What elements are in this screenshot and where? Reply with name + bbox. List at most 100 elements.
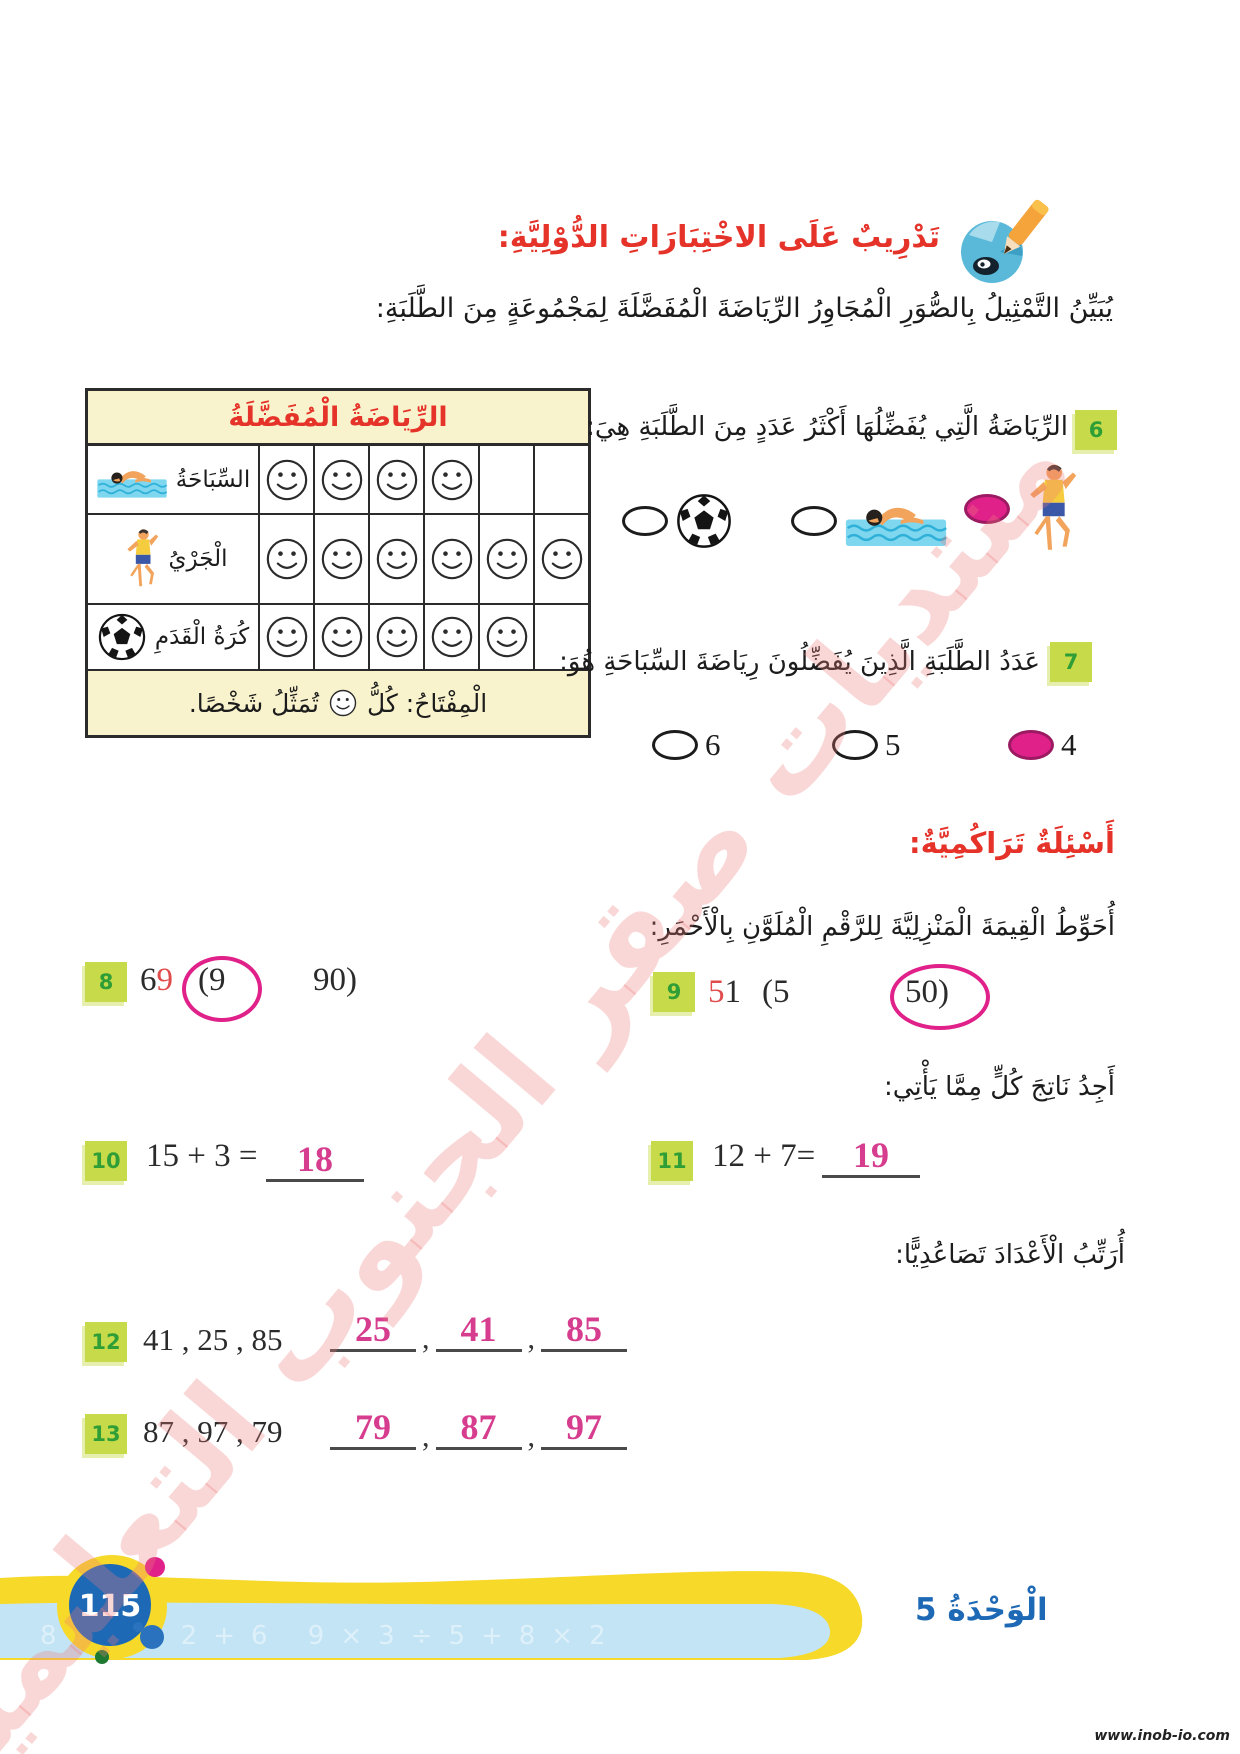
answer-blank[interactable]: 85 bbox=[541, 1298, 627, 1352]
key-prefix: الْمِفْتَاحُ: كُلُّ bbox=[367, 688, 488, 718]
question-10-expression: 15 + 3 = bbox=[146, 1138, 258, 1174]
smiley-face-icon bbox=[429, 536, 475, 582]
smiley-face-icon bbox=[374, 536, 420, 582]
runner-icon bbox=[1017, 462, 1081, 556]
smiley-face-icon bbox=[264, 536, 310, 582]
question-6-option[interactable] bbox=[964, 462, 1081, 556]
answer-oval-selected[interactable] bbox=[964, 494, 1010, 524]
answer-oval[interactable] bbox=[791, 505, 837, 536]
swimmer-icon bbox=[96, 460, 168, 500]
question-12-badge: 12 bbox=[85, 1322, 127, 1362]
answer-blank[interactable]: 25 bbox=[330, 1298, 416, 1352]
question-13-given-numbers: 87 , 97 , 79 bbox=[143, 1414, 283, 1449]
sport-label: السِّبَاحَةُ bbox=[175, 466, 251, 493]
smiley-face-icon bbox=[484, 614, 530, 660]
answer-blank[interactable]: 97 bbox=[541, 1396, 627, 1450]
question-13-answer-blanks: 79 , 87 , 97 bbox=[330, 1396, 627, 1453]
pictograph-row: كُرَةُ الْقَدَمِ bbox=[88, 605, 588, 671]
handwritten-answer: 79 bbox=[355, 1407, 391, 1448]
question-7-option[interactable]: 4 bbox=[1008, 727, 1077, 763]
pictograph-table: الرِّيَاضَةُ الْمُفَضَّلَةُ السِّبَاحَةُ… bbox=[85, 388, 591, 738]
smiley-face-icon bbox=[539, 536, 585, 582]
question-9-number: 51 bbox=[708, 974, 741, 1010]
swimmer-icon bbox=[844, 492, 948, 549]
question-7-text: عَدَدُ الطَّلَبَةِ الَّذِينَ يُفَضِّلُون… bbox=[559, 647, 1040, 677]
answer-oval-selected[interactable] bbox=[1008, 730, 1054, 760]
answer-oval[interactable] bbox=[832, 730, 878, 760]
pictograph-rows: السِّبَاحَةُ الْجَرْيُ كُرَةُ الْقَدَمِ bbox=[88, 446, 588, 671]
question-13-badge: 13 bbox=[85, 1414, 127, 1454]
option-number: 5 bbox=[885, 727, 901, 762]
question-11-expression: 12 + 7= bbox=[712, 1138, 816, 1174]
smiley-face-icon bbox=[374, 614, 420, 660]
separator: , bbox=[422, 1420, 430, 1453]
question-8-number: 69 bbox=[140, 962, 174, 998]
question-6-text: الرِّيَاضَةُ الَّتِي يُفَضِّلُهَا أَكْثَ… bbox=[586, 412, 1068, 442]
handwritten-answer: 25 bbox=[355, 1309, 391, 1350]
handwritten-answer: 41 bbox=[460, 1309, 497, 1350]
pictograph-row-label: كُرَةُ الْقَدَمِ bbox=[88, 605, 258, 669]
runner-icon bbox=[119, 519, 161, 599]
answer-blank[interactable]: 79 bbox=[330, 1396, 416, 1450]
answer-blank[interactable]: 87 bbox=[435, 1396, 522, 1450]
question-9-option-near[interactable]: (5 bbox=[762, 974, 790, 1010]
option-number: 4 bbox=[1061, 727, 1077, 762]
question-11-badge: 11 bbox=[651, 1141, 693, 1181]
key-suffix: تُمَثِّلُ شَخْصًا. bbox=[188, 688, 319, 718]
sport-label: كُرَةُ الْقَدَمِ bbox=[154, 624, 250, 650]
handwritten-answer: 97 bbox=[566, 1407, 602, 1448]
pictograph-cell bbox=[258, 515, 313, 603]
separator: , bbox=[422, 1322, 430, 1355]
pictograph-cell bbox=[313, 605, 368, 669]
question-7-option[interactable]: 6 bbox=[652, 727, 721, 763]
pictograph-cell bbox=[478, 605, 533, 669]
question-6-option[interactable] bbox=[622, 492, 733, 550]
pictograph-cell bbox=[478, 515, 533, 603]
separator: , bbox=[527, 1322, 536, 1355]
question-6-badge: 6 bbox=[1075, 410, 1117, 450]
pictograph-cell bbox=[368, 515, 423, 603]
question-7-option[interactable]: 5 bbox=[832, 727, 901, 763]
question-11-answer-blank[interactable]: 19 bbox=[822, 1126, 920, 1178]
soccer-ball-icon bbox=[675, 492, 733, 550]
order-ascending-instruction: أُرَتِّبُ الْأَعْدَادَ تَصَاعُدِيًّا: bbox=[895, 1240, 1125, 1270]
pictograph-row-label: السِّبَاحَةُ bbox=[88, 446, 258, 513]
handwritten-answer: 19 bbox=[853, 1135, 889, 1176]
question-10-answer-blank[interactable]: 18 bbox=[266, 1130, 364, 1182]
page-number: 115 bbox=[79, 1589, 142, 1624]
pictograph-title: الرِّيَاضَةُ الْمُفَضَّلَةُ bbox=[88, 391, 588, 446]
answer-oval[interactable] bbox=[622, 506, 668, 536]
smiley-face-icon bbox=[429, 457, 475, 503]
red-digit: 9 bbox=[156, 962, 174, 998]
intro-text: يُبَيِّنُ التَّمْثِيلُ بِالصُّوَرِ الْمُ… bbox=[375, 293, 1113, 324]
pictograph-cell bbox=[368, 605, 423, 669]
circle-place-value-instruction: أُحَوِّطُ الْقِيمَةَ الْمَنْزِلِيَّةَ لِ… bbox=[649, 912, 1115, 942]
unit-label: الْوَحْدَةُ 5 bbox=[915, 1592, 1048, 1628]
pictograph-cell bbox=[533, 446, 588, 513]
option-number: 6 bbox=[705, 727, 721, 762]
separator: , bbox=[527, 1420, 536, 1453]
question-12-given-numbers: 41 , 25 , 85 bbox=[143, 1322, 283, 1357]
question-8-option-far[interactable]: 90) bbox=[313, 962, 357, 998]
cumulative-heading: أَسْئِلَةٌ تَرَاكُمِيَّةٌ: bbox=[908, 826, 1115, 860]
pictograph-key: الْمِفْتَاحُ: كُلُّ تُمَثِّلُ شَخْصًا. bbox=[88, 671, 588, 735]
pictograph-row-label: الْجَرْيُ bbox=[88, 515, 258, 603]
handwritten-answer: 18 bbox=[297, 1139, 333, 1180]
answer-blank[interactable]: 41 bbox=[435, 1298, 522, 1352]
pictograph-cell bbox=[258, 446, 313, 513]
red-digit: 5 bbox=[708, 974, 725, 1010]
pictograph-cell bbox=[423, 605, 478, 669]
answer-oval[interactable] bbox=[652, 730, 698, 760]
question-8-badge: 8 bbox=[85, 962, 127, 1002]
smiley-face-icon bbox=[319, 536, 365, 582]
question-6-option[interactable] bbox=[791, 492, 948, 549]
pictograph-cell bbox=[258, 605, 313, 669]
pictograph-row: الْجَرْيُ bbox=[88, 515, 588, 605]
section-title: تَدْرِيبٌ عَلَى الاخْتِبَارَاتِ الدُّوْل… bbox=[497, 220, 940, 255]
pictograph-cell bbox=[423, 515, 478, 603]
pictograph-row: السِّبَاحَةُ bbox=[88, 446, 588, 515]
smiley-face-icon bbox=[319, 614, 365, 660]
handwritten-answer: 87 bbox=[460, 1407, 497, 1448]
question-7-badge: 7 bbox=[1050, 642, 1092, 682]
pictograph-cell bbox=[423, 446, 478, 513]
